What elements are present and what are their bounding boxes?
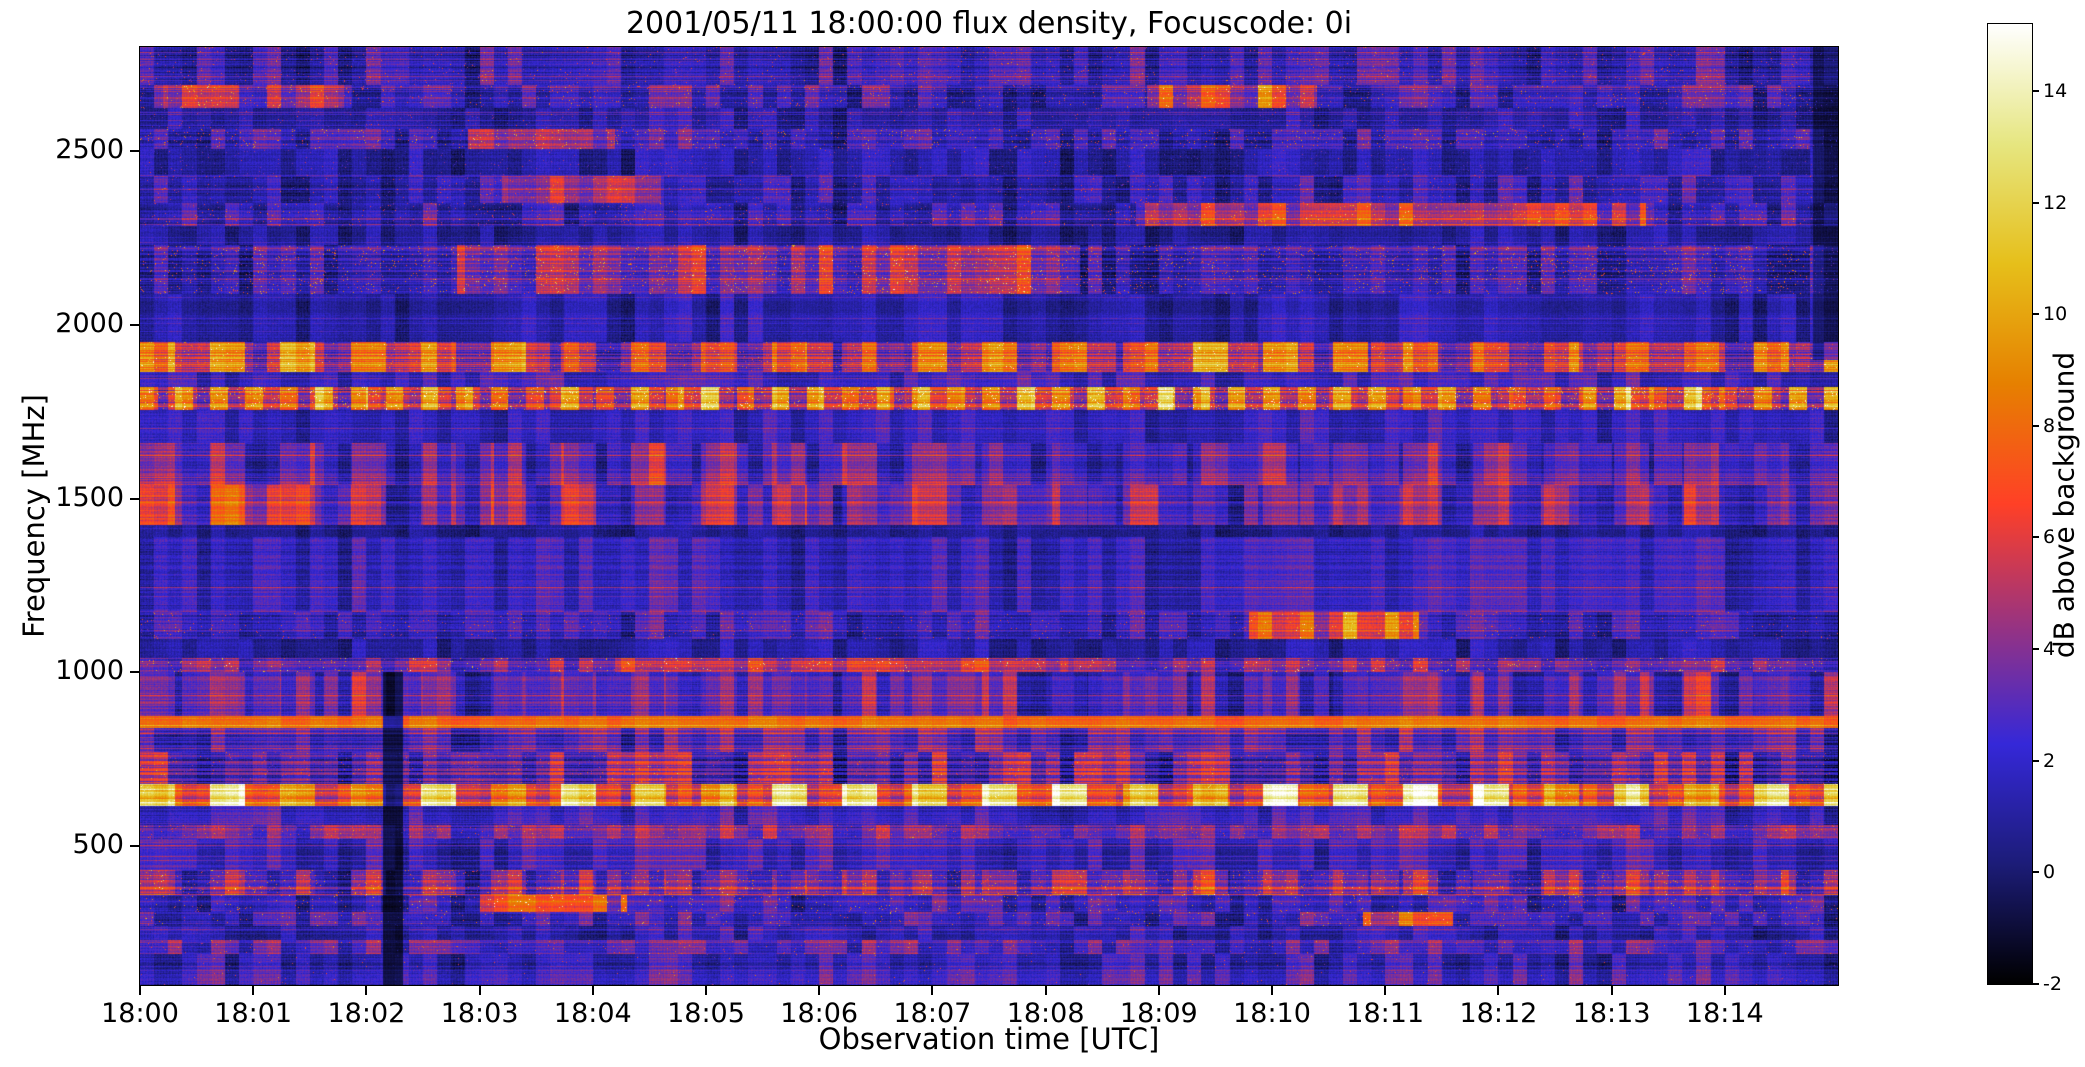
colorbar-tick-label: 6 bbox=[2043, 526, 2056, 549]
x-tick-mark bbox=[478, 985, 481, 995]
x-tick-mark bbox=[1384, 985, 1387, 995]
colorbar-tick-label: 12 bbox=[2043, 191, 2068, 214]
x-tick-label: 18:00 bbox=[101, 998, 179, 1029]
y-tick-mark bbox=[130, 150, 140, 153]
y-tick-mark bbox=[130, 497, 140, 500]
colorbar-tick-mark bbox=[2032, 89, 2039, 92]
colorbar-tick-label: 2 bbox=[2043, 749, 2056, 772]
y-tick-mark bbox=[130, 323, 140, 326]
colorbar-tick-label: 4 bbox=[2043, 638, 2056, 661]
y-tick-label: 1500 bbox=[55, 481, 124, 513]
colorbar-tick-mark bbox=[2032, 648, 2039, 651]
x-tick-mark bbox=[365, 985, 368, 995]
x-tick-label: 18:07 bbox=[893, 998, 972, 1029]
x-tick-label: 18:03 bbox=[440, 998, 519, 1029]
x-tick-mark bbox=[1044, 985, 1047, 995]
y-tick-mark bbox=[130, 671, 140, 674]
x-axis-label: Observation time [UTC] bbox=[818, 1022, 1160, 1056]
y-tick-mark bbox=[130, 845, 140, 848]
x-tick-mark bbox=[1271, 985, 1273, 995]
y-tick-label: 2500 bbox=[55, 134, 124, 166]
x-tick-mark bbox=[1157, 985, 1160, 995]
x-tick-label: 18:10 bbox=[1233, 998, 1311, 1029]
y-tick-label: 500 bbox=[72, 829, 124, 861]
x-tick-mark bbox=[139, 985, 141, 995]
x-tick-mark bbox=[1610, 985, 1613, 995]
x-tick-label: 18:08 bbox=[1006, 998, 1085, 1029]
x-tick-mark bbox=[931, 985, 934, 995]
x-tick-mark bbox=[591, 985, 594, 995]
x-tick-label: 18:04 bbox=[553, 998, 632, 1029]
colorbar-tick-mark bbox=[2032, 759, 2039, 762]
colorbar-tick-mark bbox=[2032, 983, 2039, 985]
colorbar-tick-mark bbox=[2032, 871, 2039, 874]
x-tick-label: 18:11 bbox=[1346, 998, 1425, 1029]
colorbar-tick-label: 10 bbox=[2043, 303, 2068, 326]
colorbar-tick-label: 14 bbox=[2043, 79, 2068, 102]
x-tick-label: 18:05 bbox=[667, 998, 745, 1029]
x-tick-label: 18:12 bbox=[1459, 998, 1538, 1029]
y-tick-label: 1000 bbox=[55, 655, 124, 687]
x-tick-mark bbox=[1723, 985, 1726, 995]
colorbar-tick-mark bbox=[2032, 536, 2039, 539]
colorbar-tick-mark bbox=[2032, 201, 2039, 204]
y-axis-label: Frequency [MHz] bbox=[17, 394, 51, 638]
x-tick-label: 18:06 bbox=[780, 998, 859, 1029]
x-tick-mark bbox=[818, 985, 821, 995]
colorbar-tick-mark bbox=[2032, 313, 2039, 316]
colorbar-tick-label: 8 bbox=[2043, 414, 2056, 437]
x-tick-label: 18:14 bbox=[1685, 998, 1764, 1029]
chart-title: 2001/05/11 18:00:00 flux density, Focusc… bbox=[625, 6, 1353, 41]
x-tick-mark bbox=[705, 985, 707, 995]
colorbar-tick-label: -2 bbox=[2043, 973, 2062, 995]
colorbar-tick-mark bbox=[2032, 424, 2039, 427]
heatmap-plot bbox=[139, 46, 1839, 986]
colorbar-gradient bbox=[1987, 23, 2033, 985]
y-tick-label: 2000 bbox=[55, 307, 124, 339]
colorbar-tick-label: 0 bbox=[2043, 861, 2056, 884]
x-tick-mark bbox=[252, 985, 255, 995]
colorbar-label: dB above background bbox=[2047, 351, 2081, 659]
x-tick-label: 18:13 bbox=[1572, 998, 1651, 1029]
heatmap-canvas bbox=[139, 46, 1839, 986]
x-tick-mark bbox=[1497, 985, 1500, 995]
x-tick-label: 18:02 bbox=[327, 998, 406, 1029]
x-tick-label: 18:09 bbox=[1119, 998, 1198, 1029]
x-tick-label: 18:01 bbox=[214, 998, 293, 1029]
